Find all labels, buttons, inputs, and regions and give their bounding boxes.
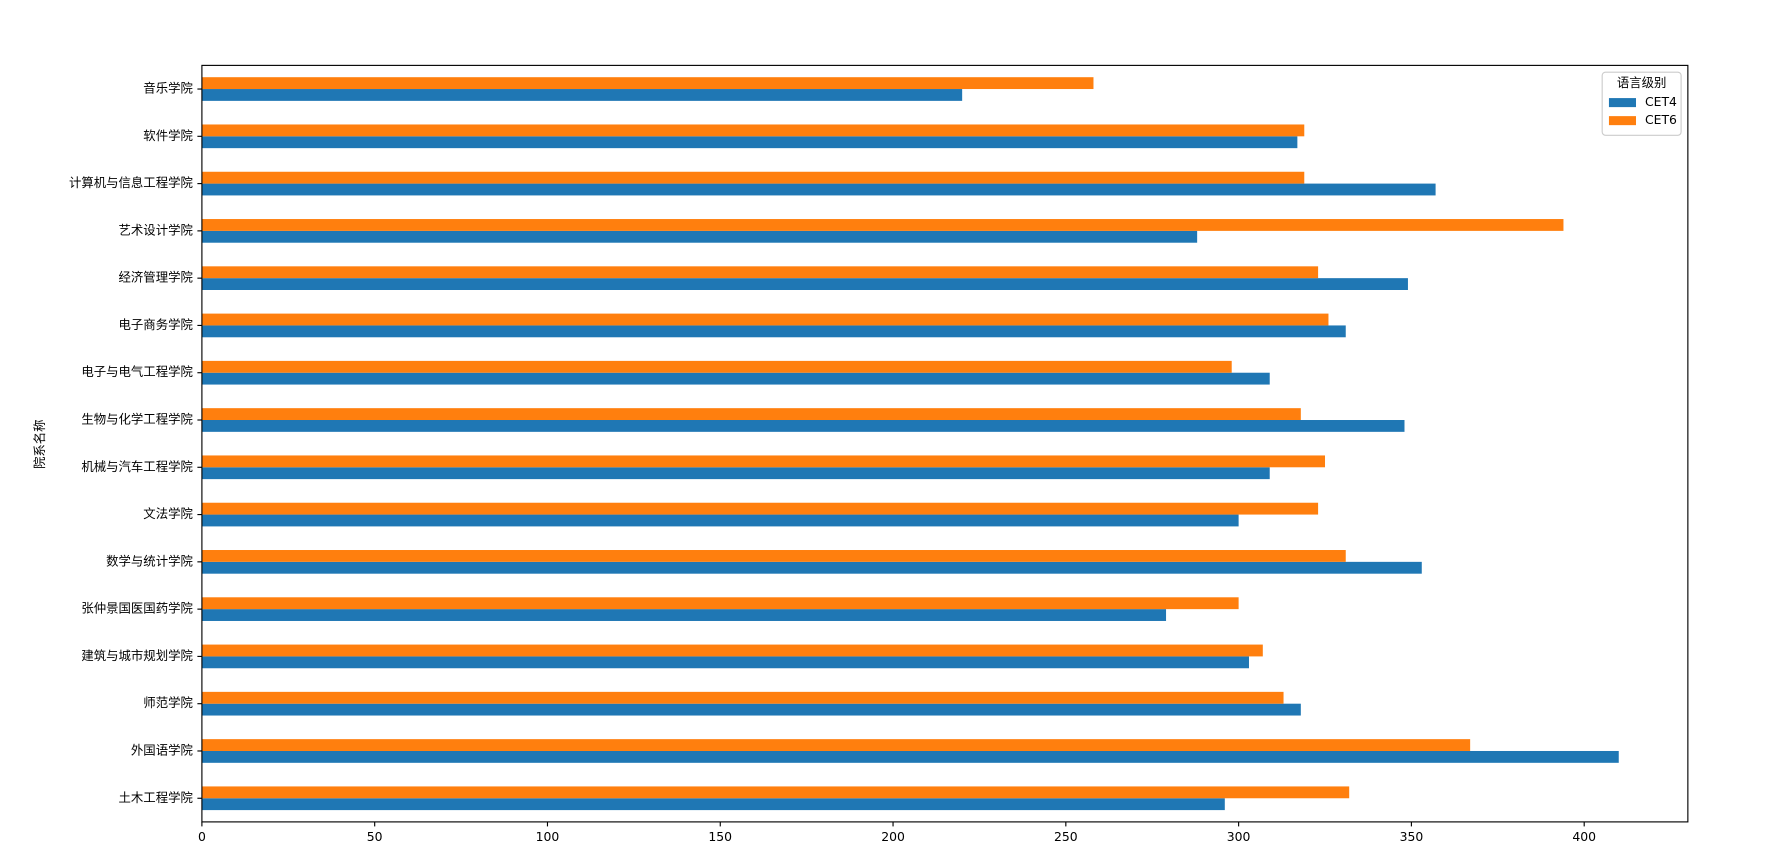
bar <box>201 77 1094 90</box>
bar <box>201 550 1346 562</box>
bar <box>201 313 1329 326</box>
y-tick-label: 音乐学院 <box>143 81 193 96</box>
y-tick-label: 电子与电气工程学院 <box>81 364 193 379</box>
y-tick-label: 建筑与城市规划学院 <box>81 648 193 663</box>
y-tick-label: 计算机与信息工程学院 <box>69 175 193 190</box>
bar <box>201 502 1319 515</box>
bar <box>201 171 1305 184</box>
x-tick-label: 400 <box>1572 829 1596 844</box>
legend-swatch <box>1608 116 1637 126</box>
bar <box>201 609 1167 621</box>
bar <box>201 325 1346 338</box>
bar <box>201 266 1319 279</box>
bar <box>201 278 1408 290</box>
bar <box>201 89 963 101</box>
y-tick-label: 文法学院 <box>143 506 193 521</box>
y-tick-label: 外国语学院 <box>131 742 193 757</box>
bar <box>201 561 1422 574</box>
x-tick-label: 50 <box>367 829 383 844</box>
x-tick-label: 350 <box>1400 829 1424 844</box>
bar <box>201 219 1564 231</box>
bar <box>201 230 1198 243</box>
y-axis-label: 院系名称 <box>32 419 47 469</box>
legend-label: CET6 <box>1645 112 1677 127</box>
bar <box>201 360 1232 373</box>
legend-title: 语言级别 <box>1617 75 1667 90</box>
bar <box>201 183 1436 196</box>
bar <box>201 750 1619 763</box>
bar <box>201 798 1225 811</box>
bar <box>201 597 1239 610</box>
y-tick-label: 机械与汽车工程学院 <box>81 459 193 474</box>
bar <box>201 467 1270 480</box>
y-tick-label: 经济管理学院 <box>119 270 193 285</box>
y-tick-label: 师范学院 <box>143 695 193 710</box>
x-tick-label: 150 <box>708 829 732 844</box>
y-tick-label: 软件学院 <box>143 128 193 143</box>
x-tick-label: 250 <box>1054 829 1078 844</box>
x-tick-label: 300 <box>1227 829 1251 844</box>
bar <box>201 644 1263 657</box>
bar <box>201 656 1249 669</box>
bar <box>201 739 1471 751</box>
bar <box>201 408 1301 421</box>
x-tick-label: 200 <box>881 829 905 844</box>
bar <box>201 124 1305 137</box>
bar <box>201 691 1284 704</box>
bar <box>201 703 1301 716</box>
y-tick-label: 电子商务学院 <box>119 317 193 332</box>
bar <box>201 786 1350 799</box>
legend-swatch <box>1608 98 1637 108</box>
bar <box>201 514 1239 527</box>
bar <box>201 455 1326 468</box>
bar <box>201 136 1298 149</box>
bar <box>201 372 1270 385</box>
x-tick-label: 100 <box>536 829 560 844</box>
y-tick-label: 张仲景国医国药学院 <box>81 601 193 616</box>
y-tick-label: 生物与化学工程学院 <box>81 412 193 427</box>
plot-frame <box>201 64 1689 823</box>
y-tick-label: 艺术设计学院 <box>119 222 193 237</box>
bar <box>201 420 1405 432</box>
y-tick-label: 土木工程学院 <box>119 790 193 805</box>
legend-label: CET4 <box>1645 94 1677 109</box>
x-tick-label: 0 <box>198 829 206 844</box>
y-tick-label: 数学与统计学院 <box>106 553 193 568</box>
